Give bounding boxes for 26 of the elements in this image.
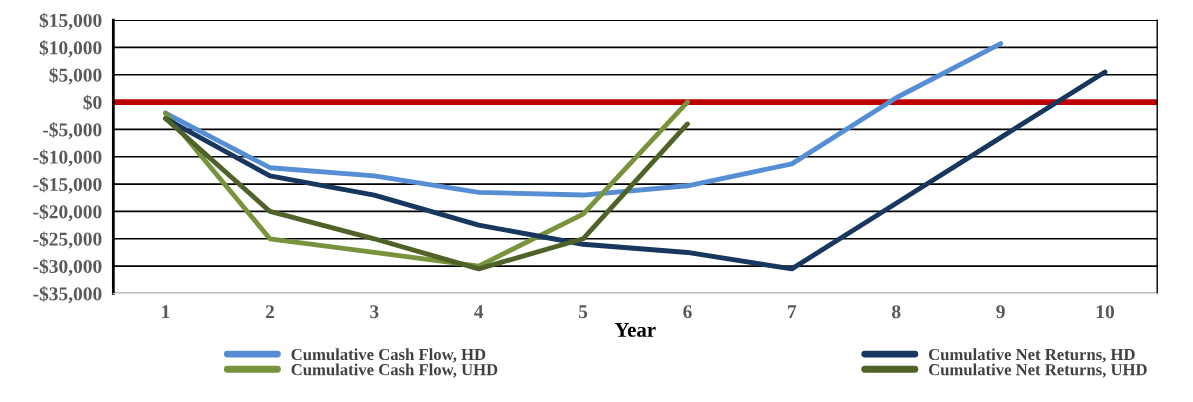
x-tick-label: 4 xyxy=(474,305,484,319)
x-tick-label: 1 xyxy=(162,305,170,319)
x-tick-label: 8 xyxy=(892,305,901,319)
x-tick-label: 10 xyxy=(1096,305,1114,319)
x-tick-label: 6 xyxy=(683,305,692,319)
y-tick-label: -$10,000 xyxy=(33,149,102,167)
y-tick-label: $0 xyxy=(83,94,102,111)
x-tick-label: 5 xyxy=(579,305,588,319)
x-tick-label: 2 xyxy=(265,305,274,319)
legend-label: Cumulative Cash Flow, UHD xyxy=(291,363,498,378)
y-tick-label: $10,000 xyxy=(39,40,102,58)
legend-label: Cumulative Net Returns, HD xyxy=(928,348,1135,363)
y-tick-label: -$20,000 xyxy=(33,204,102,222)
x-tick-label: 3 xyxy=(370,305,379,319)
y-tick-label: $5,000 xyxy=(49,67,102,85)
y-tick-label: -$5,000 xyxy=(42,122,102,140)
y-tick-label: $15,000 xyxy=(39,12,102,30)
x-tick-label: 7 xyxy=(788,305,797,319)
y-tick-label: -$35,000 xyxy=(33,286,102,304)
x-axis-title: Year xyxy=(614,323,656,337)
legend-label: Cumulative Net Returns, UHD xyxy=(928,363,1147,378)
legend-label: Cumulative Cash Flow, HD xyxy=(291,348,486,363)
y-tick-label: -$25,000 xyxy=(33,231,102,249)
y-tick-label: -$30,000 xyxy=(33,258,102,276)
x-tick-label: 9 xyxy=(996,305,1005,319)
y-tick-label: -$15,000 xyxy=(33,176,102,194)
